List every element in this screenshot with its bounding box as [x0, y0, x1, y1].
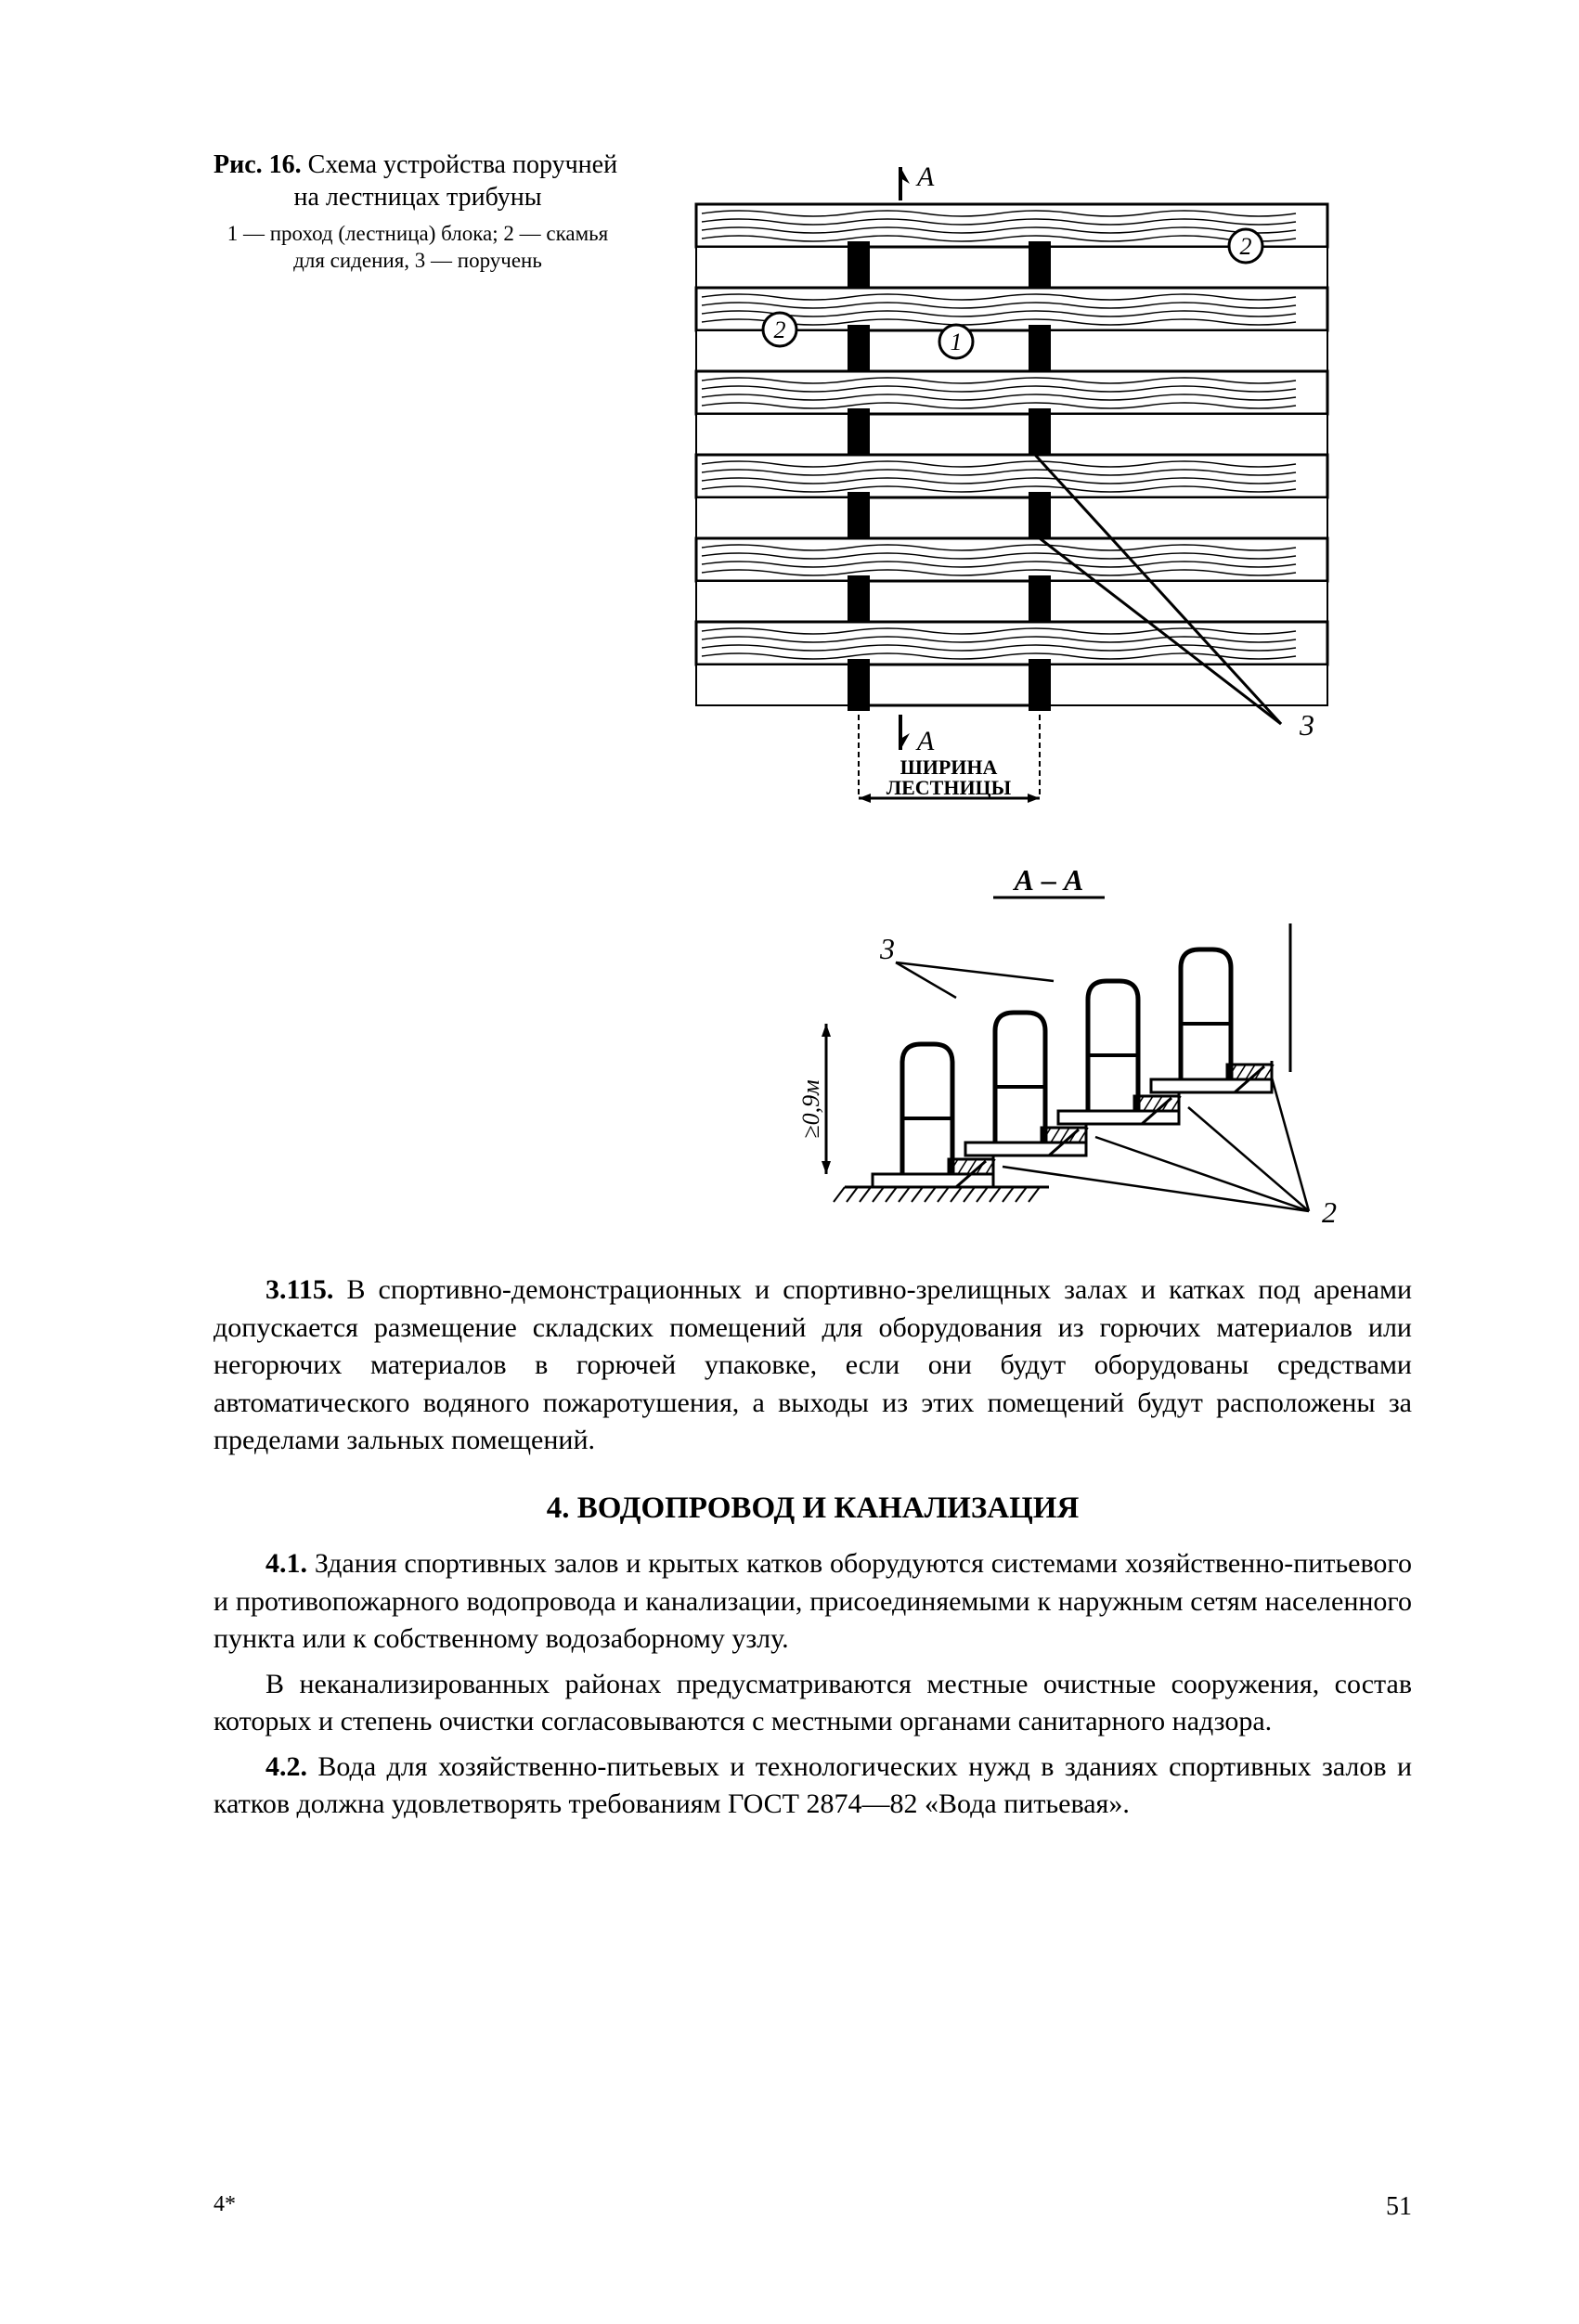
height-dimension: ≥0,9м — [797, 1024, 831, 1174]
para-4-1b: В неканализированных районах предусматри… — [214, 1666, 1412, 1741]
svg-text:≥0,9м: ≥0,9м — [797, 1079, 824, 1138]
para-4-2: 4.2. Вода для хозяйственно-питьевых и те… — [214, 1749, 1412, 1824]
para-4-1a: 4.1. Здания спортивных залов и крытых ка… — [214, 1545, 1412, 1659]
svg-text:2: 2 — [774, 316, 786, 343]
figure-label: Рис. 16. — [214, 150, 302, 179]
figure-legend: 1 — проход (лестница) блока; 2 — скамья … — [214, 221, 622, 275]
section-aa-label: А – А — [1013, 863, 1084, 897]
svg-text:1: 1 — [951, 329, 963, 355]
section-aa-svg: А – А 3 ≥0,9м — [659, 859, 1365, 1248]
stair-width-label-2: ЛЕСТНИЦЫ — [887, 776, 1012, 799]
figure-title-line1: Схема устройства поручней — [302, 150, 617, 179]
svg-text:А: А — [915, 726, 935, 756]
section-callout-2: 2 — [1322, 1195, 1337, 1229]
figure-16-block: Рис. 16. Схема устройства поручней на ле… — [214, 148, 1412, 1253]
footer-signature: 4* — [214, 2192, 236, 2217]
figure-caption: Рис. 16. Схема устройства поручней на ле… — [214, 148, 622, 275]
page-footer: 4* 51 — [214, 2192, 1412, 2222]
section-mark-bottom: А — [900, 715, 935, 756]
callout-2-left: 2 — [763, 313, 796, 346]
callout-2-top: 2 — [1229, 229, 1262, 263]
plan-view-svg: А 2 2 1 — [659, 148, 1365, 817]
section-label-a-top: А — [915, 161, 935, 192]
para-3-115: 3.115. В спортивно-демонстрационных и сп… — [214, 1272, 1412, 1460]
page-number: 51 — [1386, 2192, 1412, 2222]
section-callout-3: 3 — [879, 932, 895, 965]
section-4-title: 4. ВОДОПРОВОД И КАНАЛИЗАЦИЯ — [214, 1488, 1412, 1530]
figure-title-line2: на лестницах трибуны — [214, 181, 622, 213]
document-page: Рис. 16. Схема устройства поручней на ле… — [0, 0, 1579, 2324]
svg-text:2: 2 — [1240, 233, 1252, 260]
body-text: 3.115. В спортивно-демонстрационных и сп… — [214, 1272, 1412, 1824]
figure-diagrams: А 2 2 1 — [659, 148, 1412, 1253]
callout-3: 3 — [1299, 708, 1314, 742]
section-mark-top: А — [900, 161, 935, 200]
callout-1: 1 — [939, 325, 973, 358]
